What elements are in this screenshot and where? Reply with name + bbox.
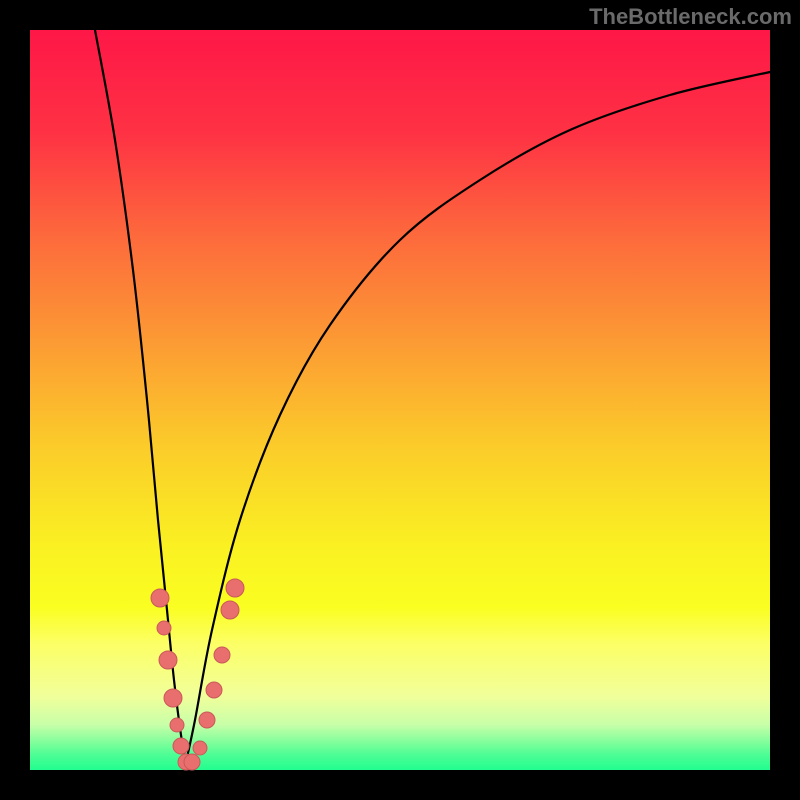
data-marker — [157, 621, 171, 635]
chart-root: TheBottleneck.com — [0, 0, 800, 800]
data-marker — [226, 579, 244, 597]
watermark-text: TheBottleneck.com — [589, 4, 792, 30]
data-marker — [151, 589, 169, 607]
data-marker — [164, 689, 182, 707]
data-marker — [159, 651, 177, 669]
data-marker — [206, 682, 222, 698]
data-marker — [173, 738, 189, 754]
data-marker — [184, 754, 200, 770]
data-marker — [170, 718, 184, 732]
data-marker — [221, 601, 239, 619]
chart-svg — [0, 0, 800, 800]
data-marker — [199, 712, 215, 728]
data-marker — [214, 647, 230, 663]
plot-background — [30, 30, 770, 770]
data-marker — [193, 741, 207, 755]
